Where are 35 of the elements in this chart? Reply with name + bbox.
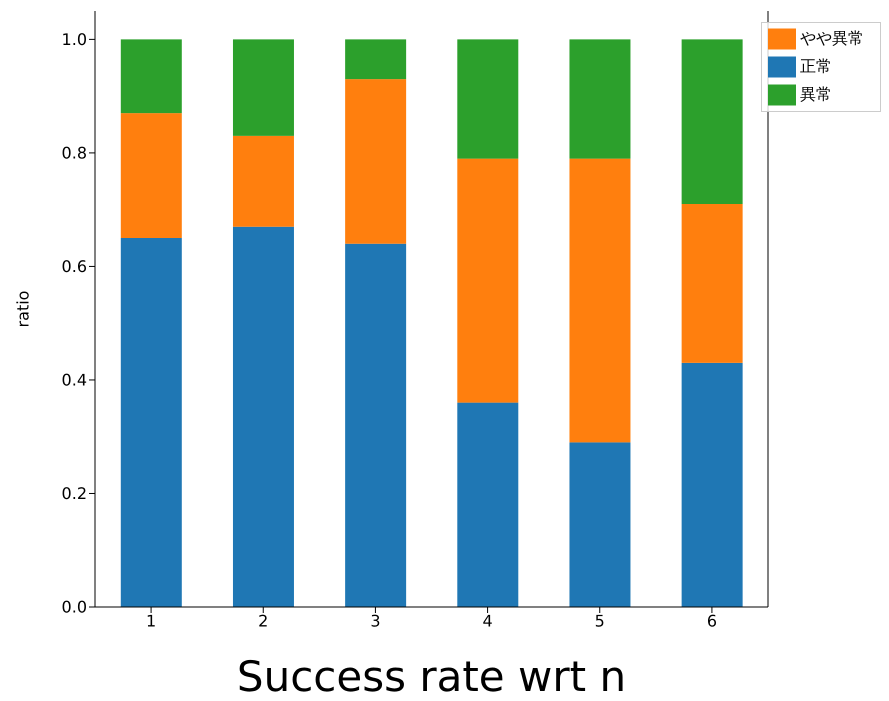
legend-label: 異常 [800,84,832,104]
bar [457,158,518,403]
bar [345,79,406,244]
bar [345,39,406,80]
bar [682,362,743,607]
bar [457,39,518,159]
y-tick-label: 0.0 [62,598,87,617]
x-tick-label: 5 [594,611,605,630]
x-axis-title: Success rate wrt n [236,652,626,701]
y-tick-label: 0.8 [62,144,87,163]
bar [120,238,182,607]
y-tick-label: 0.6 [62,257,87,276]
bar [569,442,630,607]
bar [457,402,518,607]
x-tick-label: 4 [482,611,493,630]
y-tick-label: 0.4 [62,370,87,390]
bar [682,39,743,204]
bar [232,39,294,136]
y-tick-label: 0.2 [62,484,87,504]
bar [345,244,406,607]
bar [120,113,182,238]
bar [232,136,294,227]
x-tick-label: 1 [146,611,156,630]
bar [569,39,630,159]
bar [682,204,743,363]
y-axis-title: ratio [14,290,33,328]
x-tick-label: 2 [258,611,268,630]
legend-label: 正常 [800,56,832,76]
bar [120,39,182,114]
x-tick-label: 3 [370,611,381,630]
y-tick-label: 1.0 [62,30,87,50]
x-tick-label: 6 [706,611,718,630]
legend-label: やや異常 [800,28,864,48]
bar [232,226,294,607]
bar [569,158,630,442]
